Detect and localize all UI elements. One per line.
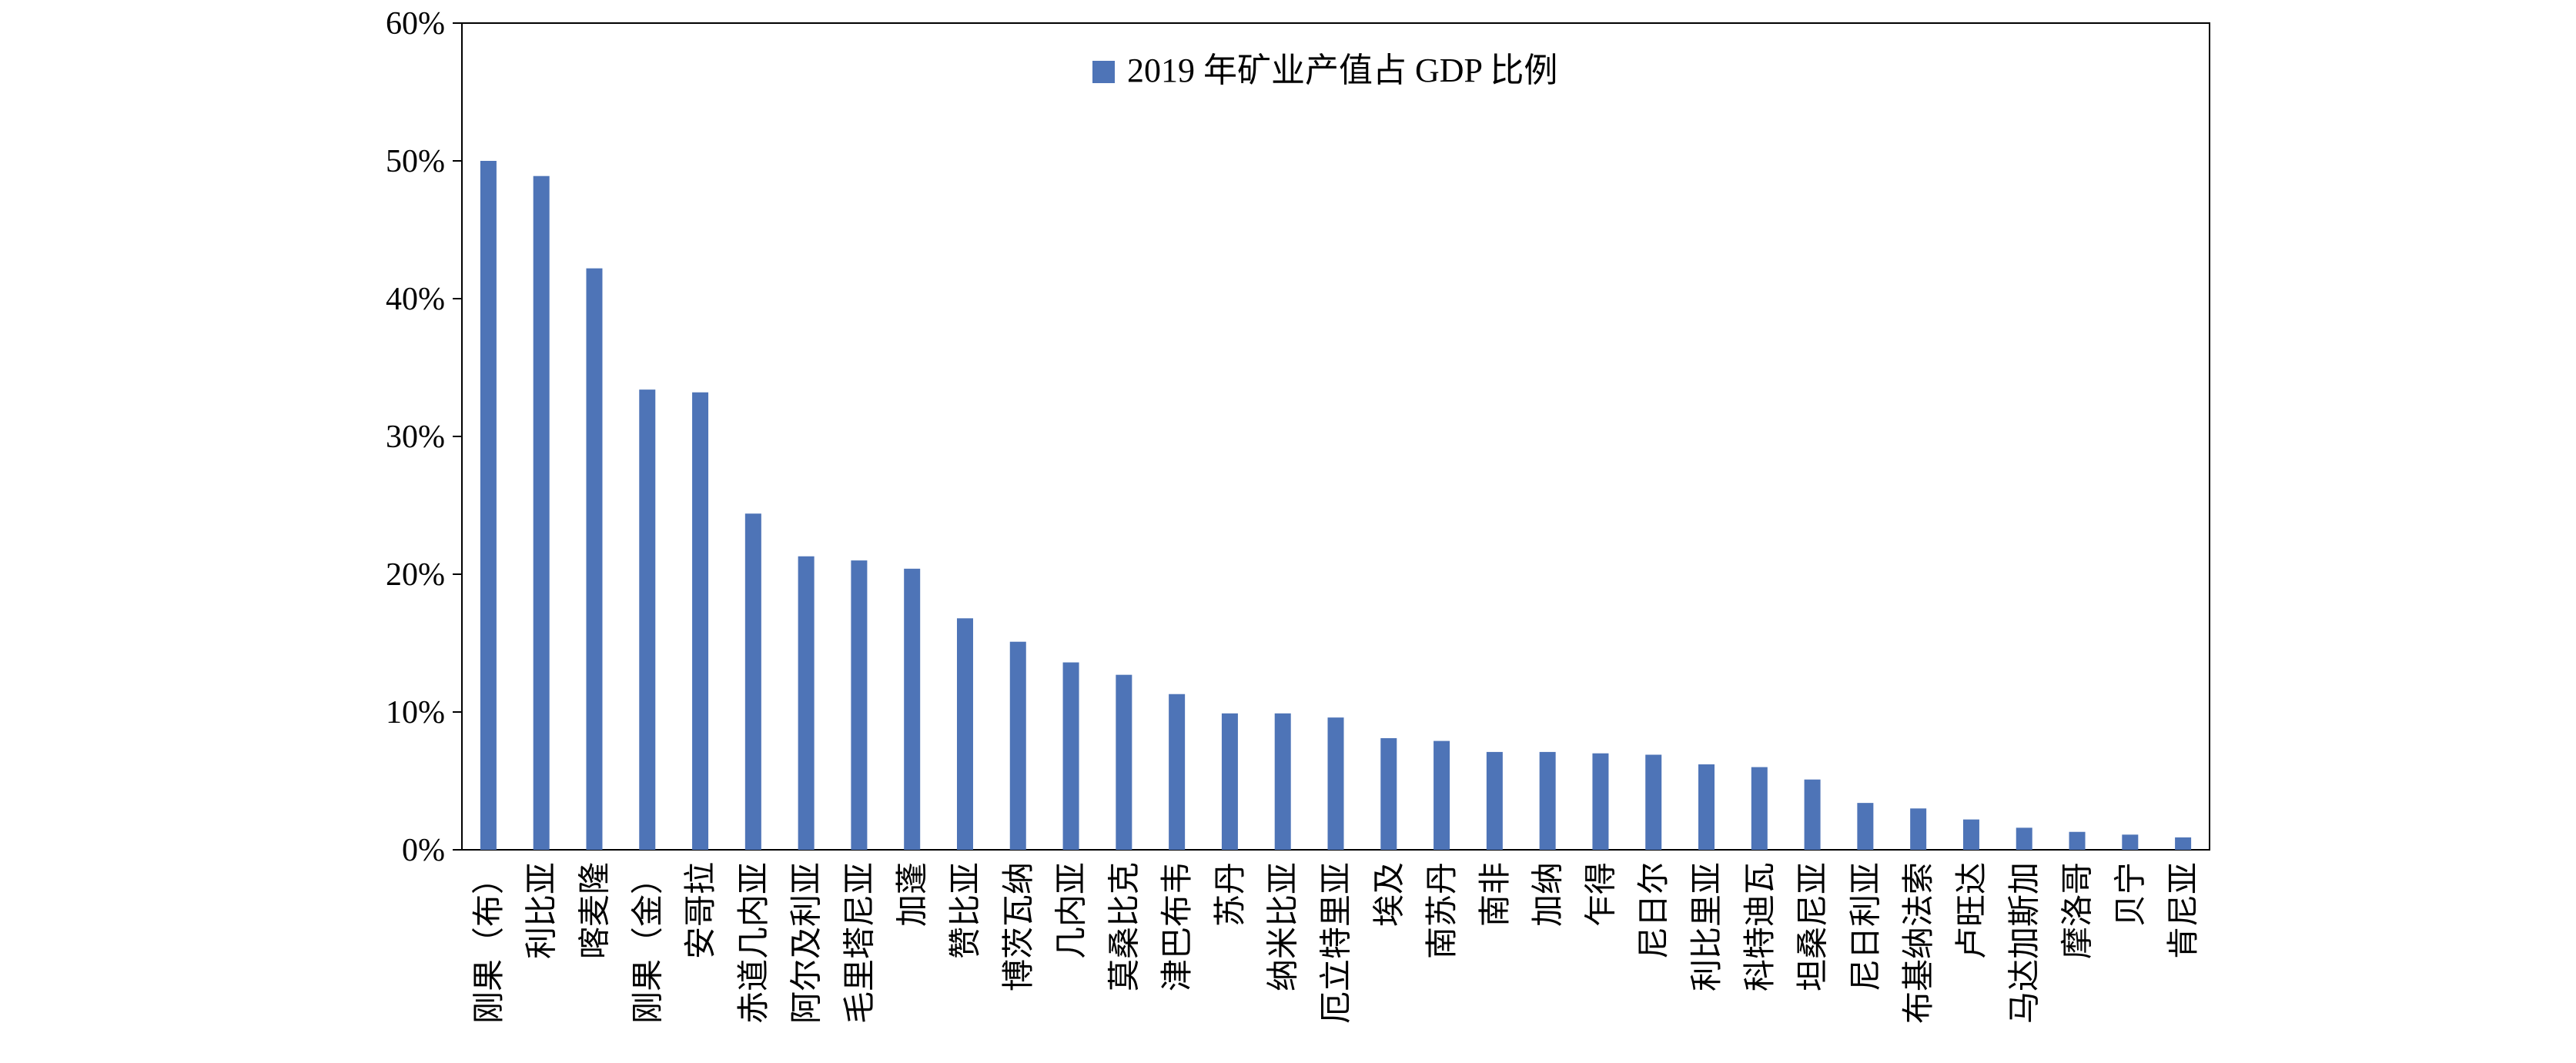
y-tick-label: 60%	[386, 6, 445, 42]
bar	[1698, 764, 1715, 850]
x-tick-label: 莫桑比克	[1105, 862, 1142, 991]
bar	[798, 556, 815, 850]
x-tick-label: 加蓬	[893, 862, 931, 927]
bar	[1274, 713, 1291, 850]
legend: 2019 年矿业产值占 GDP 比例	[1092, 52, 1557, 89]
x-tick-label: 加纳	[1529, 862, 1567, 927]
bar	[2069, 831, 2086, 850]
bar	[2175, 837, 2192, 850]
bar	[2016, 827, 2032, 850]
x-tick-label: 利比亚	[523, 862, 560, 959]
bar	[1804, 779, 1821, 850]
bar	[639, 389, 656, 850]
bar	[1962, 819, 1979, 850]
bar	[1434, 740, 1450, 850]
x-tick-label: 刚果（金）	[628, 862, 666, 1024]
x-tick-label: 尼日利亚	[1846, 862, 1884, 991]
bar	[480, 161, 497, 850]
x-tick-label: 毛里塔尼亚	[840, 862, 878, 1024]
x-tick-label: 阿尔及利亚	[788, 862, 825, 1024]
x-tick-label: 肯尼亚	[2164, 862, 2202, 959]
y-tick-label: 10%	[386, 695, 445, 730]
bar	[2122, 834, 2139, 850]
x-tick-label: 几内亚	[1052, 862, 1090, 959]
y-tick-label: 30%	[386, 420, 445, 455]
bar	[851, 560, 868, 850]
bar	[1592, 753, 1609, 850]
y-tick-label: 20%	[386, 557, 445, 593]
x-tick-label: 纳米比亚	[1264, 862, 1302, 991]
x-tick-label: 南苏丹	[1423, 862, 1460, 959]
bar	[1327, 717, 1344, 850]
x-tick-label: 科特迪瓦	[1741, 862, 1778, 991]
x-tick-label: 布基纳法索	[1899, 862, 1937, 1024]
bar	[1645, 754, 1662, 850]
legend-label: 2019 年矿业产值占 GDP 比例	[1127, 52, 1557, 89]
bar	[1751, 767, 1768, 850]
bar	[904, 568, 921, 850]
x-tick-label: 厄立特里亚	[1317, 862, 1355, 1024]
x-tick-label: 摩洛哥	[2059, 862, 2096, 959]
bar	[1116, 674, 1132, 850]
x-tick-label: 安哥拉	[681, 862, 719, 959]
x-tick-label: 赞比亚	[946, 862, 984, 959]
x-tick-label: 赤道几内亚	[734, 862, 772, 1024]
bar	[1009, 641, 1026, 850]
x-tick-label: 博茨瓦纳	[999, 862, 1037, 991]
x-tick-label: 坦桑尼亚	[1794, 862, 1832, 991]
x-tick-label: 刚果（布）	[470, 862, 507, 1024]
x-tick-label: 南非	[1476, 862, 1514, 927]
bar	[1380, 738, 1397, 850]
bar	[586, 268, 603, 850]
x-tick-label: 苏丹	[1211, 862, 1249, 927]
bar	[1062, 662, 1079, 850]
bar	[1857, 803, 1874, 850]
bar	[533, 175, 550, 850]
bar	[1910, 808, 1927, 850]
x-tick-label: 利比里亚	[1688, 862, 1725, 991]
x-tick-label: 卢旺达	[1952, 862, 1990, 959]
bar	[1221, 713, 1238, 850]
y-axis: 0% 10% 20% 30% 40% 50% 60%	[386, 6, 462, 868]
bar	[744, 513, 761, 850]
x-tick-label: 喀麦隆	[575, 862, 613, 959]
bar	[1539, 751, 1556, 850]
legend-swatch	[1092, 61, 1115, 83]
bar-series	[480, 161, 2192, 851]
x-tick-label: 埃及	[1370, 862, 1407, 927]
x-axis: 刚果（布） 利比亚 喀麦隆 刚果（金） 安哥拉 赤道几内亚 阿尔及利亚 毛里塔尼亚 加蓬 赞比亚博…	[470, 862, 2202, 1024]
bar	[1169, 694, 1186, 850]
x-tick-label: 马达加斯加	[2006, 862, 2043, 1024]
x-tick-label: 乍得	[1581, 862, 1619, 927]
y-tick-label: 50%	[386, 144, 445, 179]
y-tick-label: 40%	[386, 282, 445, 317]
x-tick-label: 尼日尔	[1634, 862, 1672, 959]
bar	[692, 392, 709, 851]
x-tick-label: 贝宁	[2111, 862, 2149, 927]
bar	[1486, 751, 1503, 850]
bar	[956, 618, 973, 850]
x-tick-label: 津巴布韦	[1158, 862, 1196, 991]
y-tick-label: 0%	[402, 833, 445, 868]
